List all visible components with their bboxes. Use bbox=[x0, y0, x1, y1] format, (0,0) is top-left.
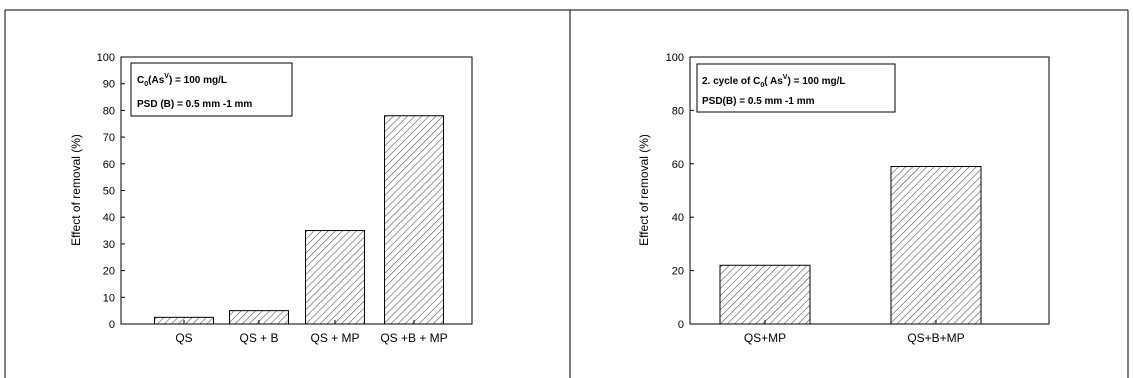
x-tick-label: QS + MP bbox=[310, 331, 359, 345]
y-tick-label: 80 bbox=[672, 105, 684, 117]
plot-area-right bbox=[689, 56, 1050, 325]
legend-line2-left: PSD (B) = 0.5 mm -1 mm bbox=[137, 99, 252, 110]
bar-left-3 bbox=[384, 115, 444, 325]
chart-right-svg: 0 20 40 60 80 100 QS+MP QS+B+MP Effect of remo… bbox=[637, 52, 1050, 345]
bar-right-1 bbox=[890, 165, 982, 325]
legend-line2-right: PSD(B) = 0.5 mm -1 mm bbox=[702, 96, 815, 107]
y-tick-label: 50 bbox=[103, 186, 115, 198]
y-tick-label: 100 bbox=[97, 52, 115, 64]
y-tick-label: 20 bbox=[103, 266, 115, 278]
x-axis-left: QS QS + B QS + MP QS +B + MP bbox=[175, 320, 448, 345]
y-tick-label: 70 bbox=[103, 132, 115, 144]
bars-left bbox=[154, 115, 444, 325]
y-axis-title-left: Effect of removal (%) bbox=[69, 134, 83, 246]
y-tick-label: 30 bbox=[103, 239, 115, 251]
bar-right-0 bbox=[719, 264, 811, 325]
y-axis-left: 0 10 20 30 40 50 60 70 80 90 100 bbox=[97, 52, 125, 331]
x-tick-label: QS +B + MP bbox=[380, 331, 447, 345]
x-tick-label: QS bbox=[175, 331, 192, 345]
legend-line1-right: 2. cycle of C0( AsV) = 100 mg/L bbox=[702, 74, 846, 89]
x-tick-label: QS+B+MP bbox=[907, 331, 964, 345]
legend-right: 2. cycle of C0( AsV) = 100 mg/L PSD(B) =… bbox=[696, 63, 896, 113]
x-axis-right: QS+MP QS+B+MP bbox=[744, 320, 965, 345]
y-tick-label: 80 bbox=[103, 105, 115, 117]
legend-left: C0(AsV) = 100 mg/L PSD (B) = 0.5 mm -1 m… bbox=[130, 62, 293, 117]
y-tick-label: 90 bbox=[103, 79, 115, 91]
y-tick-label: 20 bbox=[672, 266, 684, 278]
y-tick-label: 10 bbox=[103, 292, 115, 304]
y-axis-title-right: Effect of removal (%) bbox=[637, 134, 651, 246]
y-tick-label: 60 bbox=[103, 159, 115, 171]
chart-left: 0 10 20 30 40 50 60 70 80 90 100 QS QS + B QS + MP QS… bbox=[69, 52, 473, 345]
y-tick-label: 40 bbox=[672, 212, 684, 224]
chart-right: 0 20 40 60 80 100 QS+MP QS+B+MP Effect of remo… bbox=[570, 0, 1128, 378]
x-tick-label: QS+MP bbox=[744, 331, 786, 345]
x-tick-label: QS + B bbox=[239, 331, 278, 345]
legend-line1-left: C0(AsV) = 100 mg/L bbox=[137, 73, 227, 88]
bars-right bbox=[719, 165, 982, 325]
y-tick-label: 60 bbox=[672, 159, 684, 171]
y-tick-label: 0 bbox=[109, 319, 115, 331]
y-tick-label: 40 bbox=[103, 212, 115, 224]
y-tick-label: 100 bbox=[666, 52, 684, 64]
y-axis-right: 0 20 40 60 80 100 bbox=[666, 52, 694, 331]
bar-left-2 bbox=[305, 230, 365, 325]
y-tick-label: 0 bbox=[678, 319, 684, 331]
